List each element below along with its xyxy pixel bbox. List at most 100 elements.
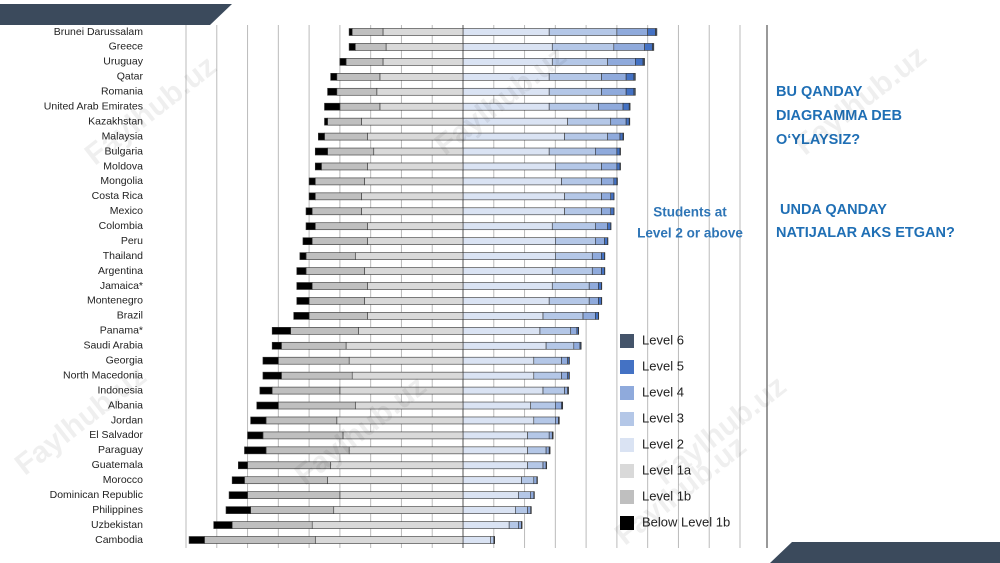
bar-segment bbox=[515, 506, 528, 514]
category-label: Uzbekistan bbox=[91, 519, 143, 531]
bar-segment bbox=[588, 297, 599, 305]
category-label: Uruguay bbox=[103, 56, 143, 68]
bar-segment bbox=[324, 102, 341, 111]
legend-label: Level 3 bbox=[642, 410, 684, 425]
bar-segment bbox=[591, 267, 602, 275]
bar-segment bbox=[361, 207, 464, 216]
bar-segment bbox=[262, 356, 279, 365]
bar-segment bbox=[462, 356, 535, 365]
bar-segment bbox=[376, 87, 464, 96]
bar-segment bbox=[462, 297, 550, 305]
bar-segment bbox=[561, 371, 568, 380]
bar-segment bbox=[302, 237, 313, 245]
category-label: Guatemala bbox=[92, 459, 144, 471]
bar-segment bbox=[364, 267, 464, 275]
bar-segment bbox=[551, 267, 593, 275]
bar-segment bbox=[308, 192, 316, 201]
bar-segment bbox=[271, 341, 282, 350]
bar-segment bbox=[622, 132, 624, 141]
bar-segment bbox=[533, 416, 556, 425]
bar-segment bbox=[601, 162, 618, 171]
legend-swatch bbox=[620, 516, 634, 530]
bar-segment bbox=[311, 282, 368, 290]
category-label: Philippines bbox=[92, 504, 143, 516]
bar-segment bbox=[364, 177, 464, 186]
bar-segment bbox=[610, 207, 615, 216]
bar-segment bbox=[354, 43, 387, 51]
bar-segment bbox=[555, 252, 593, 260]
bar-segment bbox=[339, 58, 347, 66]
category-label: El Salvador bbox=[89, 429, 143, 441]
bar-segment bbox=[555, 237, 596, 245]
bar-segment bbox=[551, 282, 590, 290]
bar-segment bbox=[548, 28, 618, 36]
bar-segment bbox=[348, 43, 356, 51]
category-label: Bulgaria bbox=[104, 145, 143, 157]
bar-segment bbox=[530, 491, 535, 499]
legend-swatch bbox=[620, 464, 634, 478]
bar-segment bbox=[318, 132, 325, 141]
bar-segment bbox=[533, 371, 562, 380]
bars bbox=[188, 28, 658, 544]
bar-segment bbox=[379, 102, 464, 111]
bar-segment bbox=[348, 446, 464, 455]
bar-segment bbox=[271, 386, 341, 395]
bar-segment bbox=[622, 102, 630, 111]
category-label: Panama* bbox=[100, 325, 143, 337]
bar-segment bbox=[367, 237, 464, 245]
category-label: Moldova bbox=[103, 160, 143, 172]
bar-segment bbox=[628, 102, 631, 111]
bar-segment bbox=[595, 222, 608, 231]
bar-segment bbox=[231, 476, 245, 485]
question: DIAGRAMMA DEB bbox=[776, 108, 902, 124]
bar-segment bbox=[548, 147, 596, 156]
bar-segment bbox=[228, 491, 248, 499]
bar-segment bbox=[616, 28, 648, 36]
legend: Level 6 Level 5 Level 4 Level 3 Level 2 Level… bbox=[620, 332, 730, 530]
bar-segment bbox=[607, 132, 621, 141]
question: NATIJALAR AKS ETGAN? bbox=[776, 225, 955, 241]
bar-segment bbox=[518, 491, 532, 499]
bar-segment bbox=[633, 73, 636, 81]
bar-segment bbox=[204, 536, 316, 544]
bar-segment bbox=[256, 401, 279, 410]
bar-segment bbox=[348, 356, 464, 365]
bar-segment bbox=[311, 237, 368, 245]
bar-segment bbox=[367, 162, 464, 171]
bar-segment bbox=[262, 371, 282, 380]
bar-segment bbox=[564, 192, 602, 201]
legend-swatch bbox=[620, 438, 634, 452]
bar-segment bbox=[213, 521, 233, 529]
bar-segment bbox=[591, 252, 602, 260]
bar-segment bbox=[188, 536, 205, 544]
bar-segment bbox=[601, 177, 615, 186]
legend-swatch bbox=[620, 360, 634, 374]
bar-segment bbox=[308, 312, 368, 320]
bar-segment bbox=[548, 431, 553, 440]
bar-segment bbox=[336, 87, 378, 96]
bar-segment bbox=[607, 58, 636, 66]
bar-segment bbox=[299, 252, 307, 260]
question: O‘YLAYSIZ? bbox=[776, 132, 860, 148]
bar-segment bbox=[462, 192, 565, 201]
bar-segment bbox=[462, 267, 553, 275]
bar-segment bbox=[530, 401, 556, 410]
bar-segment bbox=[314, 192, 362, 201]
bar-segment bbox=[327, 117, 362, 126]
bar-segment bbox=[625, 87, 635, 96]
bar-segment bbox=[635, 58, 644, 66]
question: UNDA QANDAY bbox=[780, 202, 887, 218]
bar-segment bbox=[361, 192, 464, 201]
bar-segment bbox=[358, 327, 464, 335]
bar-segment bbox=[527, 461, 544, 470]
bar-segment bbox=[462, 431, 528, 440]
bar-segment bbox=[548, 297, 590, 305]
bar-segment bbox=[601, 87, 627, 96]
bar-segment bbox=[518, 521, 522, 529]
bar-segment bbox=[564, 207, 602, 216]
bar-segment bbox=[542, 461, 547, 470]
bar-segment bbox=[321, 162, 368, 171]
legend-swatch bbox=[620, 334, 634, 348]
bar-segment bbox=[296, 267, 307, 275]
bar-segment bbox=[545, 341, 575, 350]
